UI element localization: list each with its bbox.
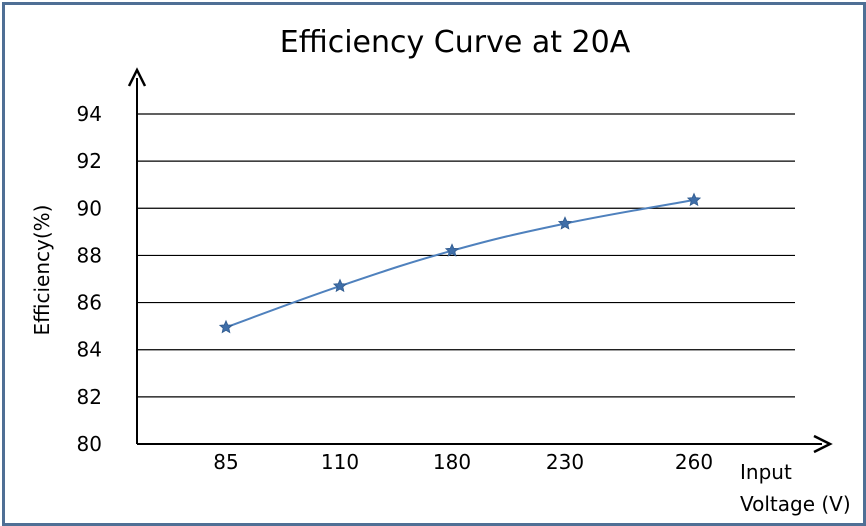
x-axis-label-line2: Voltage (V) bbox=[740, 492, 851, 516]
data-point-marker bbox=[557, 216, 573, 230]
data-point-marker bbox=[332, 278, 348, 293]
x-axis-arrowhead bbox=[813, 434, 833, 454]
y-tick-label: 82 bbox=[77, 385, 102, 409]
y-tick-label: 92 bbox=[77, 149, 102, 173]
data-point-marker bbox=[444, 243, 460, 257]
series-line bbox=[225, 199, 695, 329]
data-point-marker bbox=[686, 192, 702, 207]
y-tick-label: 80 bbox=[77, 432, 102, 456]
y-tick-label: 86 bbox=[77, 291, 102, 315]
x-axis-label-line1: Input bbox=[740, 460, 792, 484]
chart-title: Efficiency Curve at 20A bbox=[280, 25, 631, 60]
x-tick-label: 230 bbox=[546, 450, 584, 474]
x-tick-labels: 85 110 180 230 260 bbox=[213, 450, 713, 474]
y-axis-label: Efficiency(%) bbox=[30, 205, 54, 336]
y-tick-label: 84 bbox=[77, 338, 102, 362]
data-point-marker bbox=[218, 319, 234, 334]
x-tick-label: 85 bbox=[213, 450, 238, 474]
y-tick-labels: 80 82 84 86 88 90 92 94 bbox=[77, 102, 102, 456]
y-axis-arrowhead bbox=[127, 67, 147, 87]
y-tick-label: 88 bbox=[77, 243, 102, 267]
y-tick-label: 94 bbox=[77, 102, 102, 126]
x-tick-label: 180 bbox=[433, 450, 471, 474]
series-efficiency bbox=[218, 192, 702, 334]
x-tick-label: 110 bbox=[321, 450, 359, 474]
grid-lines bbox=[137, 113, 795, 398]
x-tick-label: 260 bbox=[675, 450, 713, 474]
y-tick-label: 90 bbox=[77, 196, 102, 220]
